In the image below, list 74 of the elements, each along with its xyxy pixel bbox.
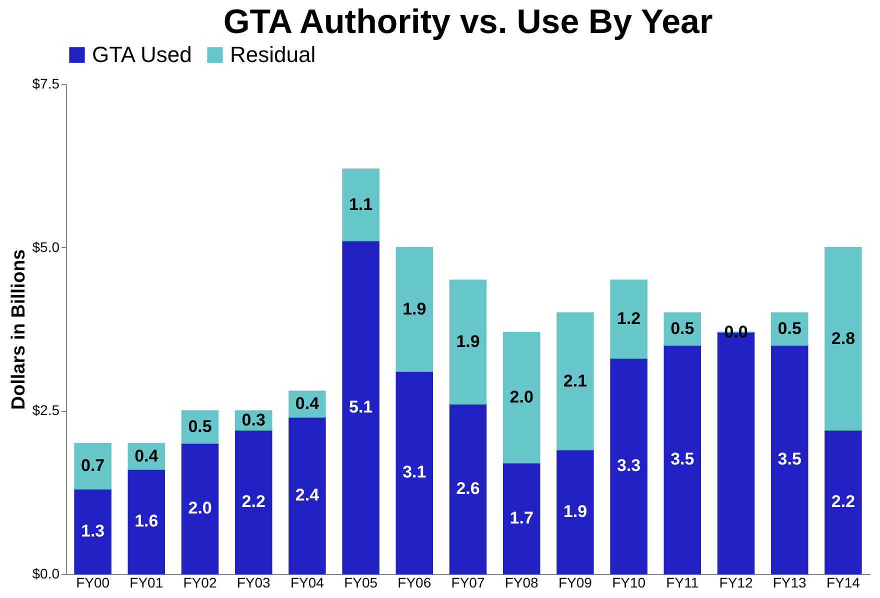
data-label: 0.5 <box>778 319 802 338</box>
bar <box>74 488 112 574</box>
x-tick-label: FY09 <box>558 574 592 590</box>
data-label: 3.5 <box>778 450 802 469</box>
bar <box>502 332 540 464</box>
bar <box>824 246 862 431</box>
data-label: 0.5 <box>188 417 212 436</box>
data-label: 3.5 <box>670 450 694 469</box>
bar <box>449 280 487 405</box>
bar <box>556 312 594 450</box>
x-tick-label: FY10 <box>612 574 646 590</box>
data-label: 0.7 <box>80 456 105 476</box>
x-tick-label: FY01 <box>130 574 164 590</box>
data-label: 0.4 <box>134 446 159 466</box>
data-label: 5.1 <box>348 397 373 416</box>
data-label: 1.9 <box>402 299 426 318</box>
data-label: 1.7 <box>510 508 534 528</box>
data-label: 1.2 <box>616 309 641 328</box>
data-label: 2.0 <box>510 388 534 407</box>
data-label: 0.0 <box>724 322 748 342</box>
data-label: 0.5 <box>670 319 694 338</box>
bar <box>449 404 487 574</box>
data-label: 1.9 <box>563 502 588 521</box>
data-label: 2.2 <box>831 492 856 512</box>
bar <box>556 449 594 574</box>
data-label: 1.1 <box>348 194 373 214</box>
data-label: 2.6 <box>456 479 480 498</box>
chart-title: GTA Authority vs. Use By Year <box>223 3 713 41</box>
x-tick-label: FY08 <box>504 574 539 590</box>
bar <box>610 280 648 359</box>
data-label: 0.4 <box>295 394 320 414</box>
data-label: 3.1 <box>402 462 426 482</box>
data-label: 2.1 <box>563 371 588 390</box>
legend-label: GTA Used <box>92 42 192 67</box>
x-tick-label: FY14 <box>826 574 860 590</box>
legend-label: Residual <box>230 42 316 67</box>
bar <box>128 469 166 574</box>
x-tick-label: FY07 <box>451 574 485 590</box>
bar <box>610 358 648 574</box>
bar <box>342 240 380 574</box>
data-label: 2.0 <box>188 498 212 518</box>
bar <box>234 430 272 574</box>
y-tick-label: $2.5 <box>32 402 60 418</box>
data-label: 1.9 <box>456 332 480 352</box>
bar <box>824 430 862 574</box>
bar <box>664 344 702 574</box>
data-label: 1.3 <box>80 522 105 541</box>
x-tick-label: FY11 <box>666 574 699 590</box>
bar <box>74 442 112 490</box>
y-tick-label: $0.0 <box>32 566 60 582</box>
y-tick-label: $5.0 <box>32 238 60 255</box>
bar <box>396 371 434 574</box>
x-tick-label: FY06 <box>398 574 432 590</box>
data-label: 2.2 <box>242 492 266 512</box>
data-label: 3.3 <box>616 456 641 476</box>
y-axis-title: Dollars in Billions <box>8 249 30 410</box>
x-tick-label: FY00 <box>76 574 110 590</box>
bar <box>181 442 219 574</box>
x-tick-label: FY02 <box>183 574 217 590</box>
data-label: 2.4 <box>295 486 320 505</box>
bar <box>342 168 380 242</box>
x-tick-label: FY04 <box>290 574 324 590</box>
bar <box>770 344 808 574</box>
x-tick-label: FY13 <box>772 574 807 590</box>
data-label: 1.6 <box>134 512 158 531</box>
data-label: 0.3 <box>242 410 266 430</box>
x-tick-label: FY03 <box>236 574 271 590</box>
x-tick-label: FY05 <box>344 574 378 590</box>
y-tick-label: $7.5 <box>32 76 60 92</box>
data-label: 2.8 <box>831 328 856 348</box>
bar <box>502 462 540 574</box>
bar <box>396 246 434 372</box>
x-tick-label: FY12 <box>719 574 753 590</box>
bar <box>288 416 326 574</box>
